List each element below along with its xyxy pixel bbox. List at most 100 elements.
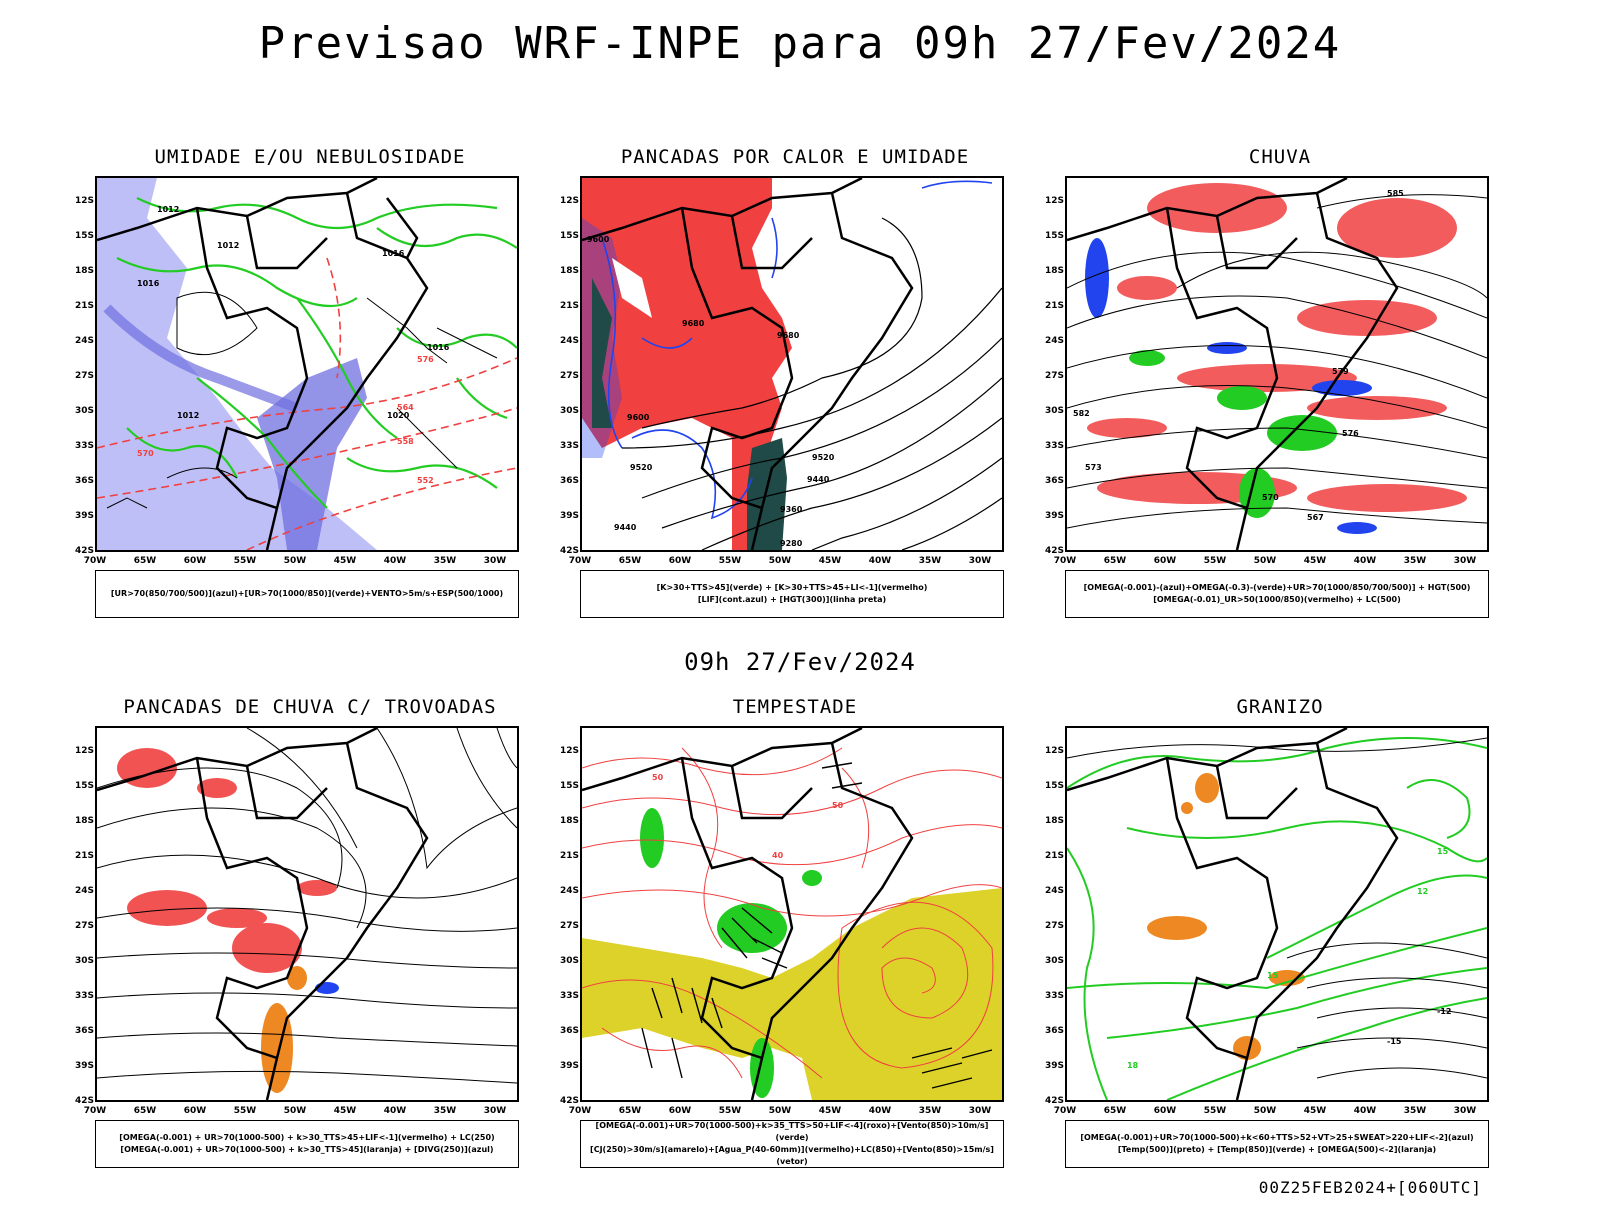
svg-text:567: 567	[1307, 513, 1324, 522]
svg-text:9360: 9360	[780, 505, 803, 514]
lat-tick-label: 27S	[1044, 921, 1064, 931]
svg-text:9600: 9600	[627, 413, 650, 422]
lat-tick-label: 21S	[559, 851, 579, 861]
lon-tick-label: 30W	[968, 556, 992, 566]
panel-legend: [OMEGA(-0.001)+UR>70(1000-500)+k<60+TTS>…	[1065, 1120, 1489, 1168]
lon-tick-label: 35W	[1403, 556, 1427, 566]
lat-tick-label: 12S	[74, 746, 94, 756]
lat-tick-label: 24S	[74, 336, 94, 346]
lat-tick-label: 30S	[74, 406, 94, 416]
lat-tick-label: 39S	[1044, 1061, 1064, 1071]
legend-line: [OMEGA(-0.001) + UR>70(1000-500) + k>30_…	[119, 1133, 495, 1142]
lat-tick-label: 24S	[559, 886, 579, 896]
lat-tick-label: 12S	[1044, 746, 1064, 756]
lat-tick-label: 21S	[74, 301, 94, 311]
lon-tick-label: 40W	[383, 556, 407, 566]
svg-text:564: 564	[397, 403, 414, 412]
legend-line: [LIF](cont.azul) + [HGT(300)](linha pret…	[697, 595, 887, 604]
svg-text:12: 12	[1417, 887, 1428, 896]
lat-tick-label: 15S	[1044, 231, 1064, 241]
lon-tick-label: 30W	[1453, 1106, 1477, 1116]
lat-tick-label: 33S	[74, 441, 94, 451]
lat-tick-label: 24S	[559, 336, 579, 346]
lat-tick-label: 36S	[74, 1026, 94, 1036]
lon-tick-label: 55W	[718, 1106, 742, 1116]
lon-tick-label: 35W	[433, 556, 457, 566]
svg-text:579: 579	[1332, 367, 1349, 376]
lat-tick-label: 30S	[1044, 406, 1064, 416]
main-title: Previsao WRF-INPE para 09h 27/Fev/2024	[258, 18, 1342, 69]
lat-tick-label: 15S	[74, 781, 94, 791]
lat-tick-label: 30S	[559, 956, 579, 966]
lon-tick-label: 55W	[1203, 556, 1227, 566]
lat-tick-label: 12S	[1044, 196, 1064, 206]
lon-tick-label: 30W	[968, 1106, 992, 1116]
svg-text:1016: 1016	[137, 279, 160, 288]
lon-tick-label: 40W	[1353, 556, 1377, 566]
lat-tick-label: 15S	[1044, 781, 1064, 791]
lat-tick-label: 30S	[559, 406, 579, 416]
svg-text:570: 570	[1262, 493, 1279, 502]
lat-tick-label: 24S	[1044, 886, 1064, 896]
svg-text:558: 558	[397, 437, 414, 446]
svg-text:9520: 9520	[812, 453, 835, 462]
lat-tick-label: 36S	[559, 476, 579, 486]
lon-tick-label: 35W	[1403, 1106, 1427, 1116]
lat-tick-label: 18S	[74, 266, 94, 276]
svg-text:1012: 1012	[157, 205, 179, 214]
svg-text:576: 576	[1342, 429, 1359, 438]
svg-text:1016: 1016	[382, 249, 405, 258]
lat-tick-label: 18S	[559, 816, 579, 826]
lon-tick-label: 60W	[183, 556, 207, 566]
lat-tick-label: 33S	[1044, 441, 1064, 451]
lon-tick-label: 50W	[283, 556, 307, 566]
lon-tick-label: 70W	[1053, 556, 1077, 566]
run-timestamp: 00Z25FEB2024+[060UTC]	[1258, 1178, 1482, 1197]
svg-text:582: 582	[1073, 409, 1090, 418]
lon-tick-label: 55W	[233, 1106, 257, 1116]
lon-tick-label: 60W	[668, 556, 692, 566]
lat-tick-label: 21S	[1044, 301, 1064, 311]
lat-tick-label: 27S	[74, 371, 94, 381]
lon-tick-label: 55W	[1203, 1106, 1227, 1116]
legend-line: [K>30+TTS>45](verde) + [K>30+TTS>45+LI<-…	[656, 583, 928, 592]
lat-tick-label: 42S	[74, 1096, 94, 1106]
lat-tick-label: 33S	[1044, 991, 1064, 1001]
lon-tick-label: 70W	[1053, 1106, 1077, 1116]
lat-tick-label: 18S	[1044, 266, 1064, 276]
legend-line: [OMEGA(-0.001)+UR>70(1000-500)+k>35_TTS>…	[595, 1121, 989, 1142]
lat-tick-label: 42S	[559, 546, 579, 556]
panel-legend: [OMEGA(-0.001) + UR>70(1000-500) + k>30_…	[95, 1120, 519, 1168]
lat-tick-label: 36S	[74, 476, 94, 486]
lon-tick-label: 65W	[1103, 556, 1127, 566]
lat-tick-label: 39S	[559, 1061, 579, 1071]
lat-tick-label: 12S	[559, 196, 579, 206]
lon-tick-label: 70W	[83, 1106, 107, 1116]
svg-text:50: 50	[832, 801, 844, 810]
lon-tick-label: 45W	[333, 556, 357, 566]
panel-legend: [OMEGA(-0.001)+UR>70(1000-500)+k>35_TTS>…	[580, 1120, 1004, 1168]
lon-tick-label: 45W	[818, 556, 842, 566]
lat-tick-label: 15S	[559, 781, 579, 791]
lon-tick-label: 45W	[818, 1106, 842, 1116]
lat-tick-label: 33S	[559, 441, 579, 451]
lat-tick-label: 42S	[559, 1096, 579, 1106]
svg-text:1016: 1016	[427, 343, 450, 352]
lon-tick-label: 45W	[333, 1106, 357, 1116]
legend-line: [OMEGA(-0.001)-(azul)+OMEGA(-0.3)-(verde…	[1083, 583, 1471, 592]
lat-tick-label: 15S	[559, 231, 579, 241]
map-chuva: 585 582 579 576 573 570 567	[1065, 176, 1489, 552]
lat-tick-label: 24S	[1044, 336, 1064, 346]
panel-title: PANCADAS DE CHUVA C/ TROVOADAS	[123, 696, 497, 718]
svg-text:9440: 9440	[807, 475, 830, 484]
lon-tick-label: 60W	[1153, 1106, 1177, 1116]
lon-tick-label: 50W	[1253, 556, 1277, 566]
map-trovoadas	[95, 726, 519, 1102]
lat-tick-label: 33S	[74, 991, 94, 1001]
mid-title: 09h 27/Fev/2024	[684, 648, 916, 676]
lon-tick-label: 45W	[1303, 556, 1327, 566]
svg-text:9680: 9680	[777, 331, 800, 340]
svg-text:9680: 9680	[682, 319, 705, 328]
lat-tick-label: 18S	[74, 816, 94, 826]
lon-tick-label: 55W	[718, 556, 742, 566]
